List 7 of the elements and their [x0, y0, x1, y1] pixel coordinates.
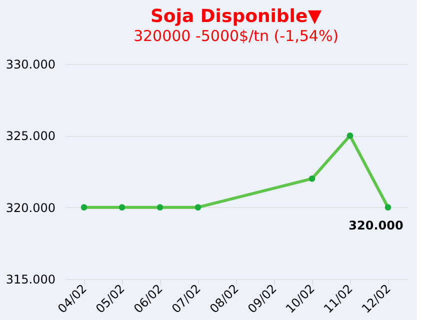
annotation: 320.000 [348, 218, 404, 232]
y-tick-label: 315.000 [6, 272, 56, 286]
y-tick-label: 320.000 [6, 200, 56, 215]
chart-title: Soja Disponible▼ [150, 6, 322, 27]
chart-subtitle: 320000 -5000$/tn (-1,54%) [133, 27, 339, 45]
y-tick-label: 325.000 [6, 129, 56, 144]
y-tick-label: 330.000 [6, 58, 56, 72]
